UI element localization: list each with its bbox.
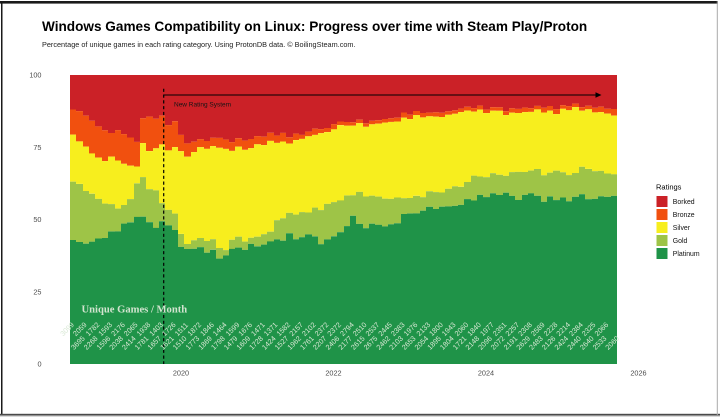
svg-text:Bronze: Bronze [673, 212, 695, 219]
svg-text:Gold: Gold [673, 238, 688, 245]
svg-text:Unique Games / Month: Unique Games / Month [82, 305, 188, 316]
svg-text:Borked: Borked [673, 199, 695, 206]
svg-text:Platinum: Platinum [673, 251, 700, 258]
svg-text:100: 100 [29, 71, 41, 80]
svg-text:2020: 2020 [173, 369, 189, 378]
svg-text:2022: 2022 [325, 369, 341, 378]
svg-text:25: 25 [33, 287, 41, 296]
svg-text:New Rating System: New Rating System [174, 101, 231, 108]
svg-text:75: 75 [33, 143, 41, 152]
svg-text:50: 50 [33, 215, 41, 224]
svg-text:0: 0 [37, 360, 41, 369]
svg-text:2026: 2026 [630, 369, 646, 378]
svg-text:Percentage of unique games in: Percentage of unique games in each ratin… [42, 40, 356, 49]
svg-text:Ratings: Ratings [656, 183, 682, 192]
svg-text:Windows Games Compatibility on: Windows Games Compatibility on Linux: Pr… [42, 19, 587, 34]
svg-text:2024: 2024 [478, 369, 494, 378]
svg-text:Silver: Silver [673, 225, 691, 232]
